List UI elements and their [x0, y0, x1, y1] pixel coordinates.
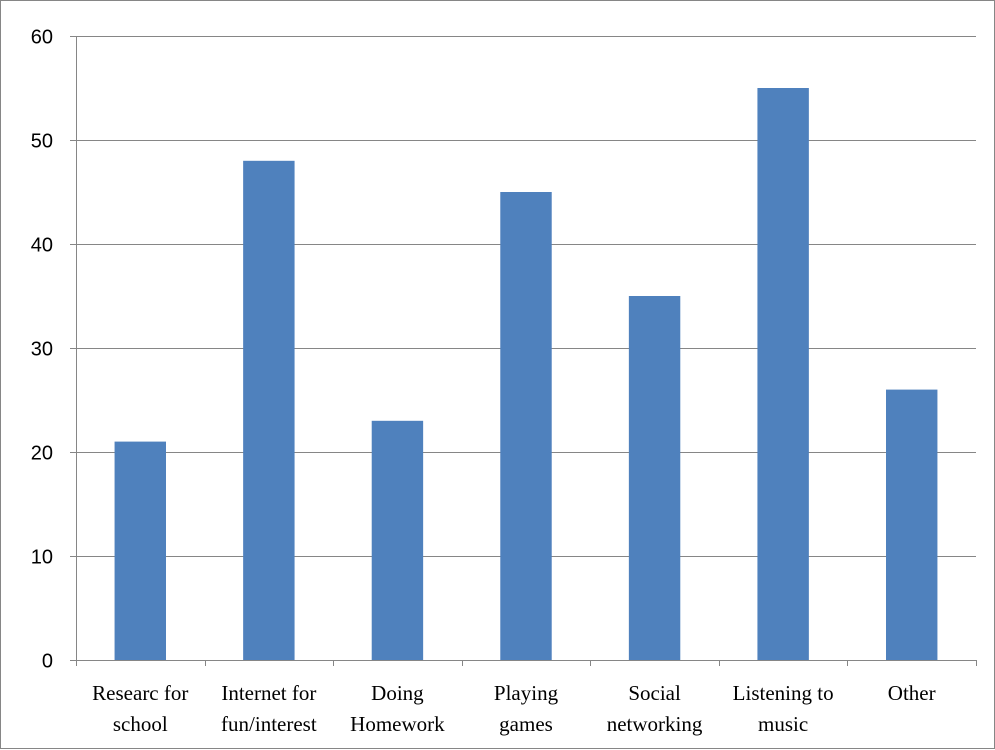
x-tick-label-line: Homework — [350, 712, 445, 736]
x-tick-labels: Researc for school Internet for fun/interes… — [92, 681, 935, 736]
x-tick-label: Other — [888, 681, 936, 705]
bar — [757, 88, 809, 660]
x-tick-label: Internet for fun/interest — [221, 681, 317, 736]
x-tick-label: Social networking — [607, 681, 703, 736]
x-tick-label: Playing games — [494, 681, 559, 736]
bar — [628, 296, 681, 660]
x-tick-label-line: Social — [628, 681, 681, 705]
bar — [243, 160, 295, 661]
y-tick-label: 60 — [31, 27, 53, 49]
y-tick-label: 30 — [31, 339, 53, 361]
x-tick-label-line: Researc for — [92, 681, 188, 705]
bars — [114, 88, 938, 661]
x-tick-label-line: networking — [607, 712, 703, 736]
y-tick-label: 10 — [31, 547, 53, 569]
x-tick-label-line: games — [499, 712, 553, 736]
y-tick-labels: 0 10 20 30 40 50 60 — [31, 27, 53, 673]
x-tick-label: Listening to music — [733, 681, 834, 736]
x-tick-label-line: Listening to — [733, 681, 834, 705]
x-tick-label-line: music — [758, 712, 808, 736]
x-tick-label-line: Playing — [494, 681, 559, 705]
x-tick-label-line: Other — [888, 681, 936, 705]
x-tick-label-line: school — [113, 712, 168, 736]
y-tick-label: 0 — [42, 651, 53, 673]
y-tick-label: 20 — [31, 443, 53, 465]
x-tick-label: Researc for school — [92, 681, 188, 736]
y-tick-label: 40 — [31, 235, 53, 257]
x-tick-label-line: Doing — [371, 681, 424, 705]
bar — [371, 420, 424, 660]
axes — [70, 36, 977, 666]
bar — [114, 441, 166, 660]
bar — [500, 192, 552, 660]
y-tick-label: 50 — [31, 131, 53, 153]
x-tick-label: Doing Homework — [350, 681, 445, 736]
bar — [886, 389, 938, 660]
x-tick-label-line: Internet for — [221, 681, 316, 705]
x-tick-label-line: fun/interest — [221, 712, 317, 736]
